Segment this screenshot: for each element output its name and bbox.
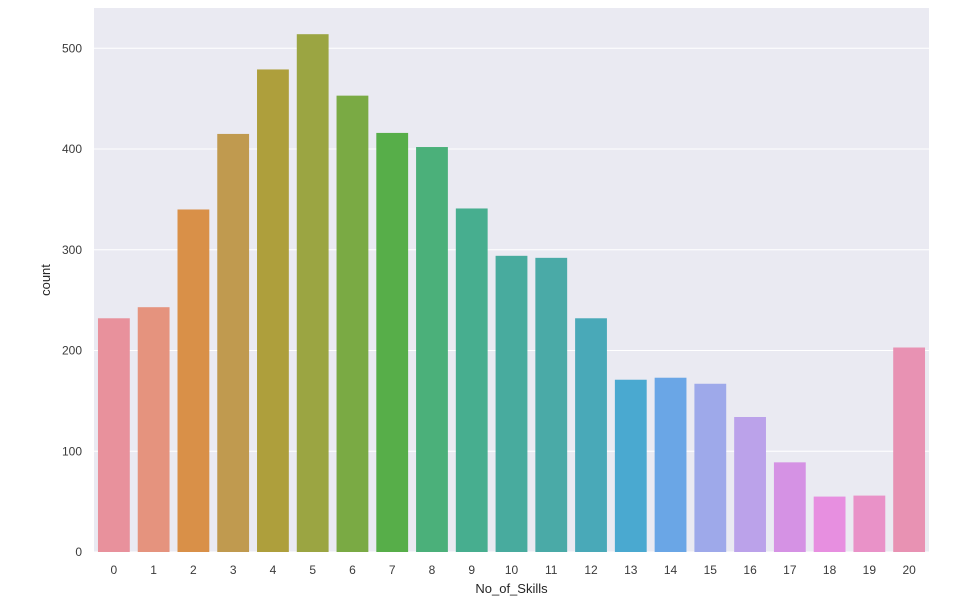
x-tick-label: 1 [150, 563, 157, 577]
bar-7 [376, 132, 409, 552]
x-tick-label: 20 [902, 563, 916, 577]
x-tick-label: 2 [190, 563, 197, 577]
y-tick-label: 500 [62, 41, 82, 55]
bar-4 [257, 69, 289, 553]
x-tick-label: 19 [863, 563, 877, 577]
x-tick-label: 0 [111, 563, 118, 577]
x-tick-label: 4 [270, 563, 277, 577]
x-tick-label: 17 [783, 563, 797, 577]
x-tick-label: 13 [624, 563, 638, 577]
x-tick-label: 10 [505, 563, 519, 577]
x-tick-label: 12 [584, 563, 598, 577]
x-tick-label: 5 [309, 563, 316, 577]
bar-19 [853, 495, 886, 552]
y-tick-label: 0 [75, 545, 82, 559]
bar-11 [535, 257, 568, 552]
bar-17 [773, 462, 806, 552]
bar-13 [614, 379, 647, 552]
x-axis-label: No_of_Skills [475, 581, 548, 596]
x-tick-label: 16 [743, 563, 757, 577]
y-tick-label: 400 [62, 142, 82, 156]
bar-0 [97, 318, 130, 552]
bar-18 [813, 496, 846, 552]
x-tick-labels: 0 1 2 3 4 5 6 7 8 9 10 11 12 13 14 15 16 17 18 19 20 [111, 563, 917, 577]
y-tick-label: 100 [62, 444, 82, 458]
x-tick-label: 7 [389, 563, 396, 577]
bar-14 [654, 377, 687, 552]
bars [97, 34, 926, 553]
bar-5 [296, 34, 329, 553]
y-tick-label: 200 [62, 344, 82, 358]
bar-6 [336, 95, 369, 553]
x-tick-label: 6 [349, 563, 356, 577]
x-tick-label: 9 [468, 563, 475, 577]
bar-9 [455, 208, 488, 553]
x-tick-label: 8 [429, 563, 436, 577]
x-tick-label: 14 [664, 563, 678, 577]
y-tick-labels: 0 100 200 300 400 500 [62, 41, 82, 559]
x-tick-label: 15 [704, 563, 718, 577]
bar-20 [893, 347, 926, 552]
bar-2 [177, 209, 210, 552]
y-axis-label: count [38, 264, 53, 296]
y-tick-label: 300 [62, 243, 82, 257]
bar-1 [137, 307, 170, 552]
x-tick-label: 3 [230, 563, 237, 577]
bar-10 [495, 255, 528, 553]
bar-15 [694, 383, 727, 552]
x-tick-label: 11 [545, 563, 558, 577]
bar-16 [734, 417, 766, 552]
bar-12 [575, 318, 607, 552]
bar-8 [416, 147, 448, 552]
x-tick-label: 18 [823, 563, 837, 577]
bar-3 [217, 133, 250, 553]
